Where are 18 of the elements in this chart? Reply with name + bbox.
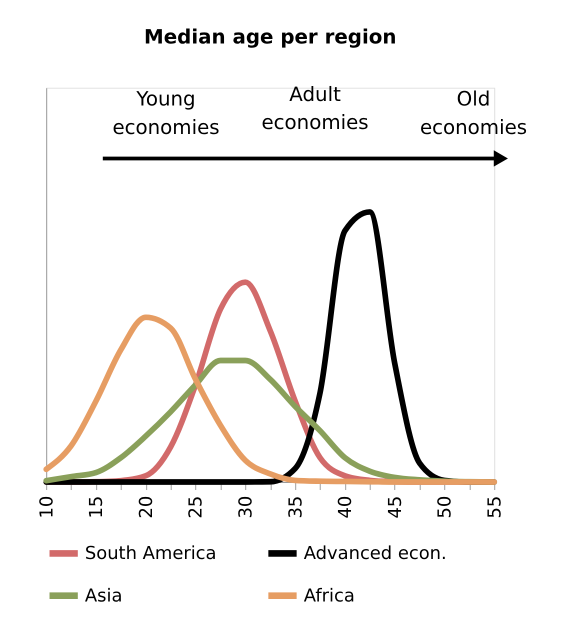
x-tick-label: 40: [335, 496, 356, 518]
x-tick-label: 55: [484, 496, 506, 518]
x-tick-label: 15: [86, 496, 108, 518]
text: Old economies: [420, 88, 528, 139]
x-tick-label: 20: [136, 496, 157, 518]
legend-label: Africa: [304, 585, 355, 606]
text: Young economies: [112, 88, 220, 139]
legend-label: Advanced econ.: [304, 543, 447, 564]
legend-label: Asia: [84, 585, 122, 606]
x-tick-label: 35: [285, 496, 306, 518]
chart-title: Median age per region: [144, 25, 396, 48]
x-tick-label: 50: [434, 496, 456, 518]
x-tick-label: 25: [186, 496, 207, 518]
x-tick-label: 10: [36, 496, 58, 518]
text: Adult economies: [261, 82, 369, 134]
x-tick-label: 45: [384, 496, 406, 518]
legend-label: South America: [84, 543, 216, 564]
x-tick-label: 30: [235, 496, 256, 518]
